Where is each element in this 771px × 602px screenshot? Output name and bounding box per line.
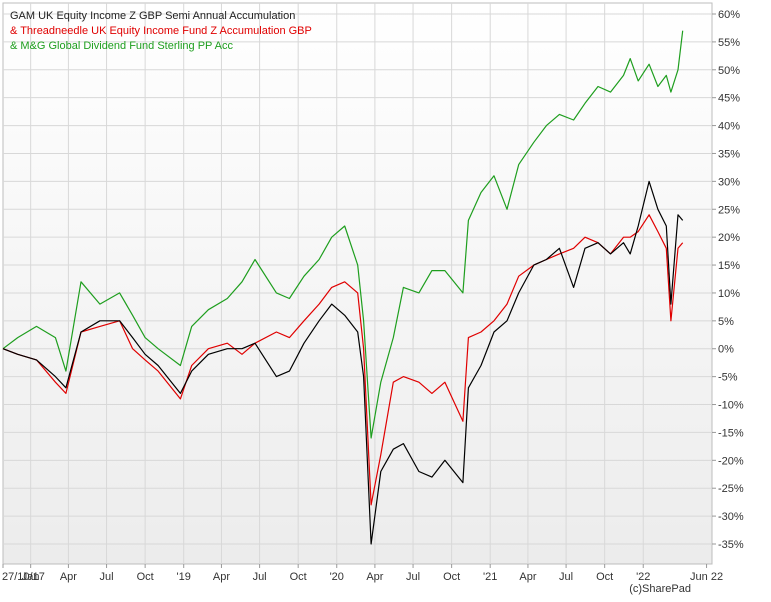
y-tick-label: 10% — [718, 288, 740, 300]
y-tick-label: 55% — [718, 37, 740, 49]
x-tick-label: '22 — [636, 571, 650, 583]
series-line-0 — [2, 180, 684, 545]
series-lines — [2, 30, 684, 545]
x-tick-label: Jul — [406, 571, 420, 583]
x-tick-label: Apr — [366, 571, 383, 583]
x-tick-label: '21 — [483, 571, 497, 583]
y-tick-label: -10% — [718, 400, 744, 412]
x-tick-label: Jul — [253, 571, 267, 583]
y-tick-label: 30% — [718, 176, 740, 188]
y-tick-label: -35% — [718, 539, 744, 551]
y-tick-label: 20% — [718, 232, 740, 244]
legend-entry-mg: & M&G Global Dividend Fund Sterling PP A… — [10, 40, 233, 52]
y-tick-label: -20% — [718, 455, 744, 467]
legend: GAM UK Equity Income Z GBP Semi Annual A… — [10, 9, 312, 54]
y-tick-label: 45% — [718, 93, 740, 105]
y-tick-label: -15% — [718, 427, 744, 439]
x-tick-label: Oct — [443, 571, 460, 583]
x-tick-label: Jun 22 — [690, 571, 723, 583]
y-tick-label: 35% — [718, 148, 740, 160]
series-line-2 — [2, 30, 684, 439]
y-tick-label: 25% — [718, 204, 740, 216]
x-tick-label: Jul — [559, 571, 573, 583]
x-tick-label: '20 — [330, 571, 344, 583]
series-line-1 — [2, 214, 684, 506]
x-tick-label: Jan — [22, 571, 40, 583]
x-tick-label: Oct — [137, 571, 154, 583]
plot-area — [2, 2, 713, 565]
y-tick-label: 5% — [718, 316, 734, 328]
y-tick-label: -30% — [718, 511, 744, 523]
y-tick-label: 0% — [718, 344, 734, 356]
x-tick-label: Apr — [60, 571, 77, 583]
x-tick-label: Oct — [290, 571, 307, 583]
y-tick-label: -5% — [718, 372, 738, 384]
x-tick-label: Jul — [100, 571, 114, 583]
y-tick-label: 60% — [718, 9, 740, 21]
x-tick-label: Apr — [213, 571, 230, 583]
x-tick-label: '19 — [177, 571, 191, 583]
y-axis-ticks: 60% 55% 50% 45% 40% 35% 30% 25% 20% 15% 10% 5% 0% -5%… — [712, 9, 744, 551]
y-tick-label: 50% — [718, 65, 740, 77]
x-tick-label: Oct — [596, 571, 613, 583]
y-tick-label: -25% — [718, 483, 744, 495]
x-tick-label: 27/10/17 — [2, 571, 45, 583]
y-tick-label: 15% — [718, 260, 740, 272]
legend-entry-threadneedle: & Threadneedle UK Equity Income Fund Z A… — [10, 25, 312, 37]
x-tick-label: Apr — [519, 571, 536, 583]
legend-entry-gam: GAM UK Equity Income Z GBP Semi Annual A… — [10, 10, 296, 22]
grid-lines — [3, 3, 712, 564]
y-tick-label: 40% — [718, 121, 740, 133]
copyright-label: (c)SharePad — [629, 583, 691, 595]
